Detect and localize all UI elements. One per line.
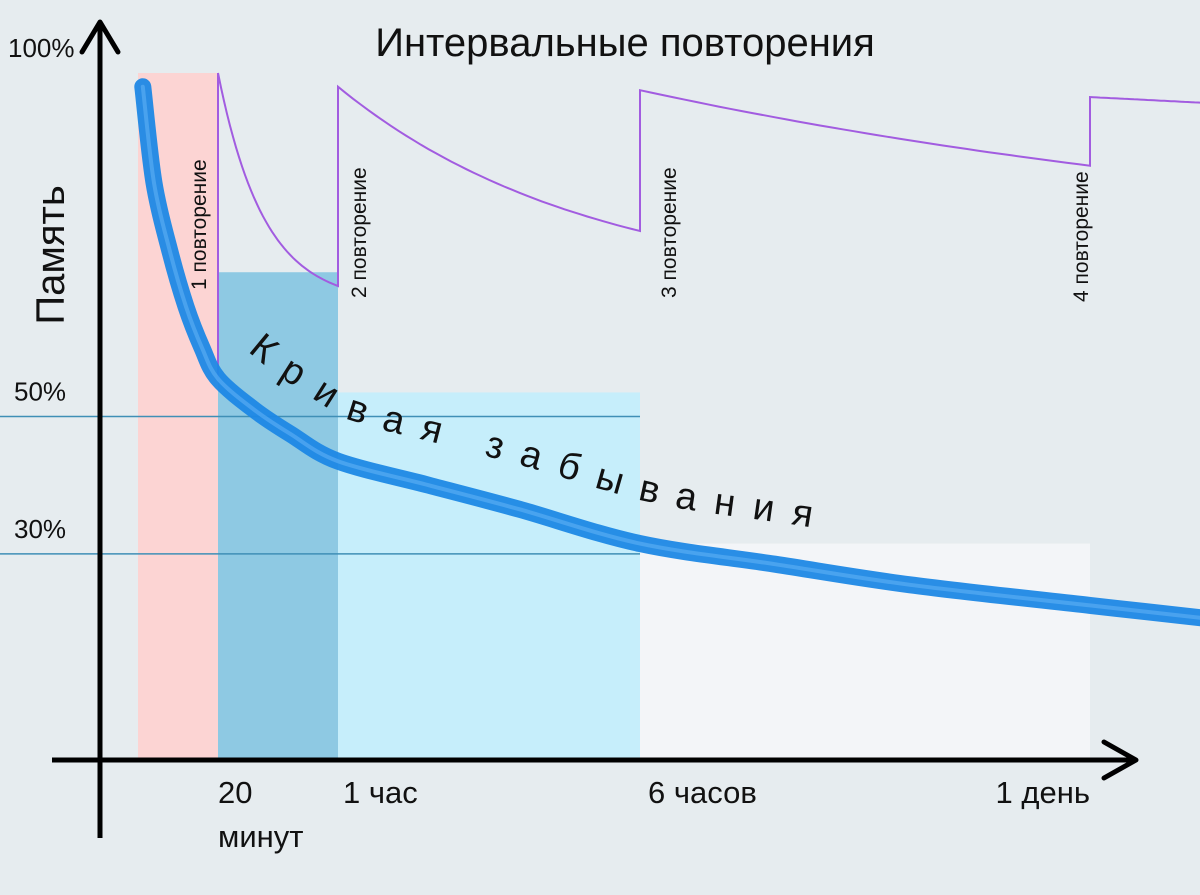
x-tick-label: минут [218,819,303,854]
y-tick-label: 30% [14,514,66,544]
y-axis-arrow [79,19,121,55]
x-tick-label: 1 час [343,775,418,810]
y-tick-label: 50% [14,377,66,407]
chart-title: Интервальные повторения [375,21,875,65]
x-tick-label: 6 часов [648,775,757,810]
repetition-label-2: 2 повторение [348,167,371,298]
chart-labels: Интервальные повторения Память [29,21,875,325]
x-tick-labels: 20 минут 1 час 6 часов 1 день [218,775,1090,854]
repetition-curves [217,72,1200,379]
forgetting-curve-group [134,78,1200,627]
y-axis-label: Память [29,185,73,324]
axes [52,19,1139,838]
x-axis-arrow [1101,739,1139,781]
x-tick-label: 20 [218,775,252,810]
repetition-label-3: 3 повторение [658,167,681,298]
reference-lines [0,415,640,555]
forgetting-curve-highlight [140,84,1200,620]
repetition-label-4: 4 повторение [1070,171,1093,302]
y-tick-labels: 100% 50% 30% [8,33,75,544]
y-tick-label: 100% [8,33,75,63]
band-3 [338,392,640,760]
x-tick-label: 1 день [996,775,1090,810]
band-2 [218,272,338,760]
repetition-label-1: 1 повторение [188,159,211,290]
repetition-labels: 1 повторение 2 повторение 3 повторение 4 по… [188,159,1093,302]
repetition-line [217,72,1200,288]
